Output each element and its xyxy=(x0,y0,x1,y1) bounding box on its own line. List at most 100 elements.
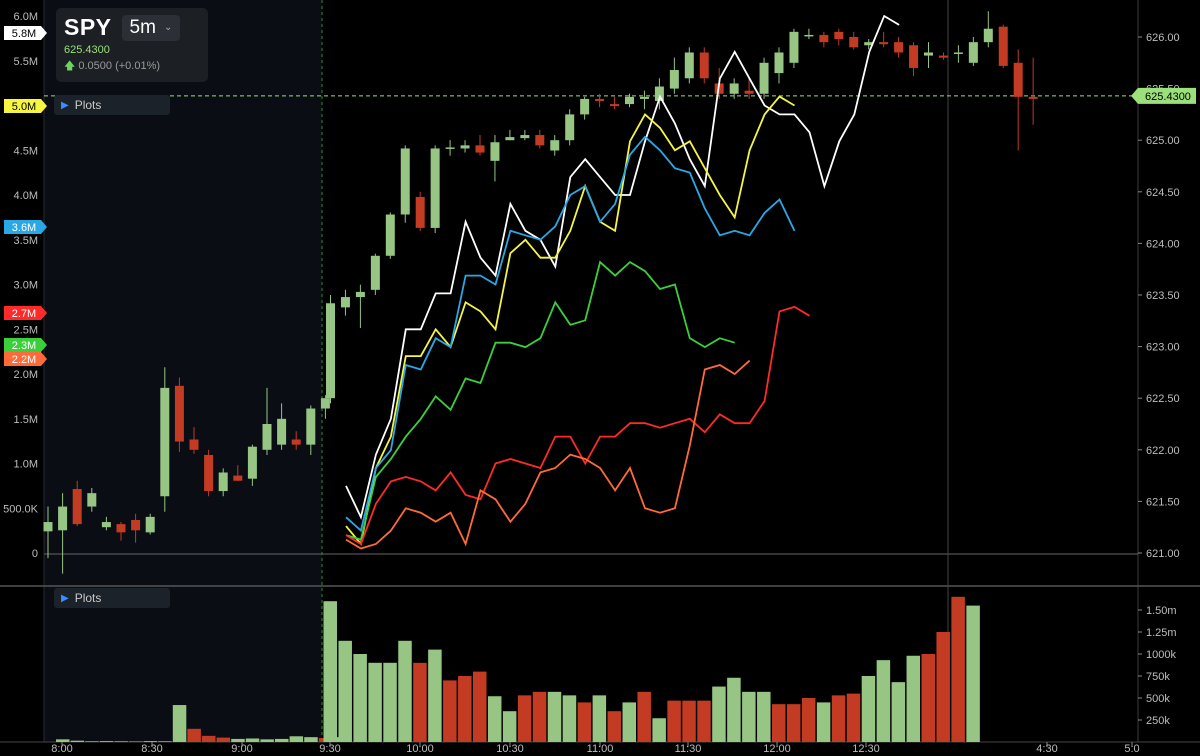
volume-bar xyxy=(289,736,304,742)
timeframe-value: 5m xyxy=(129,16,156,38)
volume-bar xyxy=(637,691,651,742)
candle xyxy=(684,47,694,84)
left-axis-label: 3.0M xyxy=(14,280,38,292)
candle-body xyxy=(639,96,649,99)
time-axis-label: 12:00 xyxy=(763,743,791,755)
candle-body xyxy=(475,145,485,153)
candle xyxy=(535,129,545,149)
candle-body xyxy=(684,52,694,79)
volume-bar xyxy=(245,738,260,742)
candle-body xyxy=(160,387,170,497)
last-price: 625.4300 xyxy=(64,44,110,56)
volume-bar xyxy=(831,695,846,742)
volume-bar xyxy=(502,711,517,742)
candle-body xyxy=(174,385,184,442)
candle xyxy=(968,37,978,66)
arrow-up-icon: 🡅 xyxy=(64,60,76,72)
right-axis-label: 621.00 xyxy=(1146,548,1180,560)
candle xyxy=(998,24,1008,68)
candle-body xyxy=(72,489,82,525)
candle-body xyxy=(909,45,919,68)
candle xyxy=(1028,57,1038,125)
candle xyxy=(759,57,769,99)
volume-bar xyxy=(532,691,547,742)
volume-bar xyxy=(99,741,114,742)
volume-bar xyxy=(846,693,861,742)
volume-bar xyxy=(742,691,756,742)
left-axis-label: 1.5M xyxy=(14,414,38,426)
volume-bar xyxy=(383,662,397,742)
volume-bar xyxy=(458,676,472,742)
last-price-tag-label: 625.4300 xyxy=(1145,91,1191,103)
plots-label: Plots xyxy=(74,591,102,605)
time-axis-label: 9:30 xyxy=(319,743,340,755)
candle-body xyxy=(938,55,948,58)
candle-premarket xyxy=(204,449,214,497)
candle xyxy=(819,31,829,48)
right-axis-label: 623.50 xyxy=(1146,290,1180,302)
left-axis-label: 2.0M xyxy=(14,369,38,381)
volume-bar xyxy=(562,695,577,742)
left-axis-label: 4.0M xyxy=(14,190,38,202)
candle xyxy=(565,109,575,146)
series-value-tag xyxy=(4,220,47,234)
volume-bar xyxy=(114,741,128,742)
left-axis-label: 2.5M xyxy=(14,324,38,336)
candle xyxy=(849,31,859,50)
candle-body xyxy=(550,140,560,151)
candle-body xyxy=(610,104,620,107)
candle-premarket xyxy=(116,522,126,541)
candle-body xyxy=(460,145,470,149)
left-axis-label: 3.5M xyxy=(14,235,38,247)
plots-button-main[interactable]: ▶ Plots xyxy=(54,95,170,115)
candle-body xyxy=(998,26,1008,66)
left-axis-label: 1.0M xyxy=(14,459,38,471)
right-axis-label: 625.00 xyxy=(1146,135,1180,147)
plots-button-volume[interactable]: ▶ Plots xyxy=(54,588,170,608)
volume-bar xyxy=(275,738,289,742)
series-value-tag xyxy=(4,352,47,366)
candle-body xyxy=(1013,62,1023,97)
play-triangle-icon: ▶ xyxy=(61,99,69,111)
time-axis-label: 10:30 xyxy=(496,743,524,755)
candle-body xyxy=(233,475,243,481)
volume-bar xyxy=(487,696,502,742)
series-line xyxy=(345,95,795,547)
volume-bar xyxy=(921,654,935,742)
candle-body xyxy=(400,148,410,215)
candle-premarket xyxy=(174,377,184,452)
candle-body xyxy=(983,28,993,43)
candle-body xyxy=(520,135,530,139)
volume-bar xyxy=(891,682,906,742)
right-axis-label: 624.50 xyxy=(1146,187,1180,199)
candle xyxy=(909,42,919,77)
volume-bar xyxy=(652,718,666,742)
series-value-tag xyxy=(4,26,47,40)
candle xyxy=(729,78,739,99)
series-value-tag xyxy=(4,338,47,352)
volume-bar xyxy=(304,737,318,742)
candle-body xyxy=(277,418,287,445)
volume-bar xyxy=(951,596,965,742)
candle xyxy=(595,93,605,108)
time-axis-label: 11:30 xyxy=(675,743,702,755)
candle xyxy=(834,28,844,46)
symbol-name[interactable]: SPY xyxy=(64,14,112,40)
volume-bar xyxy=(667,700,681,742)
candle-body xyxy=(625,96,634,105)
candle-body xyxy=(490,142,500,161)
candle-body xyxy=(849,37,859,48)
series-value-label: 5.0M xyxy=(12,101,36,113)
timeframe-select[interactable]: 5m ⌄ xyxy=(121,14,181,41)
candle xyxy=(953,45,963,63)
candle-body xyxy=(116,524,126,533)
candle-body xyxy=(101,522,111,528)
volume-bar xyxy=(936,632,950,742)
premarket-shade xyxy=(44,0,322,742)
volume-axis-label: 1.25m xyxy=(1146,627,1177,639)
candle xyxy=(385,212,395,259)
candle-body xyxy=(445,147,455,149)
candle-premarket xyxy=(306,405,316,455)
left-axis-label: 4.5M xyxy=(14,145,38,157)
